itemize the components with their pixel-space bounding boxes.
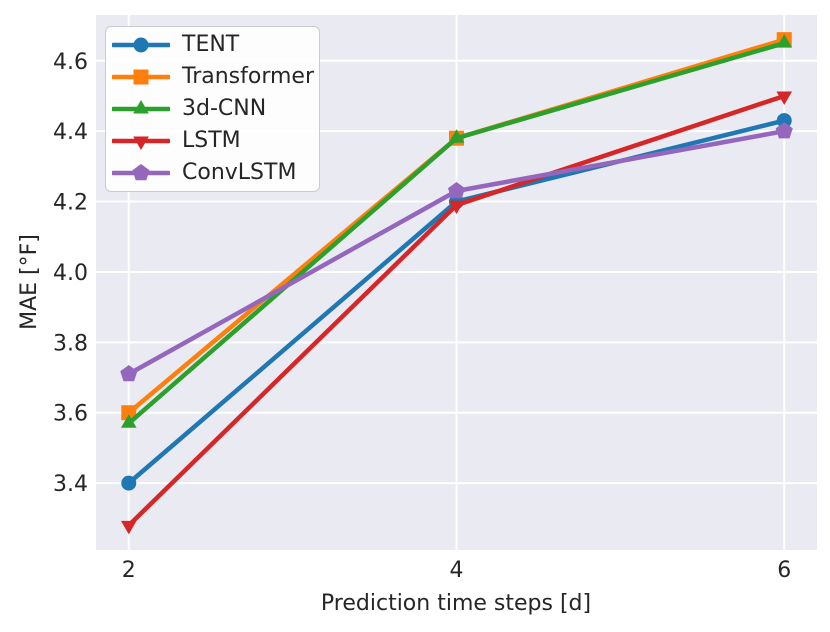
LSTM-legend-marker bbox=[133, 136, 149, 150]
legend-label: 3d-CNN bbox=[182, 96, 267, 121]
LSTM-marker-point bbox=[120, 520, 137, 535]
3d-CNN-legend-marker bbox=[133, 100, 149, 114]
LSTM-marker-point bbox=[776, 91, 793, 105]
pentagon-legend-marker-icon bbox=[112, 164, 170, 181]
legend: TENT Transformer 3d-CNN LSTM ConvLSTM bbox=[105, 26, 320, 192]
tick-label-layer: 2 4 6 3.4 3.6 3.8 4.0 4.2 4.4 4.6 bbox=[53, 50, 791, 583]
Transformer-legend-marker bbox=[133, 69, 149, 85]
legend-label: TENT bbox=[182, 32, 240, 57]
legend-item-3d-CNN: 3d-CNN bbox=[112, 93, 311, 125]
ConvLSTM-marker-point bbox=[775, 122, 793, 139]
series-ConvLSTM bbox=[120, 122, 793, 382]
series-LSTM bbox=[120, 91, 793, 535]
3d-CNN-marker-point bbox=[448, 129, 465, 143]
series-layer bbox=[120, 32, 793, 535]
legend-item-Transformer: Transformer bbox=[112, 61, 315, 93]
x-tick-label: 6 bbox=[777, 558, 791, 583]
legend-item-LSTM: LSTM bbox=[112, 125, 311, 157]
TENT-marker-point bbox=[776, 113, 792, 129]
TENT-legend-marker bbox=[133, 37, 149, 53]
x-tick-label: 4 bbox=[450, 558, 464, 583]
y-tick-label: 4.4 bbox=[53, 120, 88, 145]
legend-label: ConvLSTM bbox=[182, 160, 297, 185]
y-tick-label: 4.6 bbox=[53, 50, 88, 75]
triangle-down-legend-marker-icon bbox=[112, 136, 170, 150]
Transformer-marker-point bbox=[121, 405, 137, 421]
triangle-up-legend-marker-icon bbox=[112, 100, 170, 114]
ConvLSTM-legend-marker bbox=[132, 164, 150, 181]
3d-CNN-marker-point bbox=[120, 414, 137, 428]
LSTM-marker-point bbox=[448, 200, 465, 215]
legend-item-ConvLSTM: ConvLSTM bbox=[112, 157, 311, 189]
x-axis-label: Prediction time steps [d] bbox=[321, 591, 591, 616]
legend-item-TENT: TENT bbox=[112, 29, 311, 61]
y-tick-label: 4.2 bbox=[53, 191, 88, 216]
series-3d-CNN bbox=[120, 34, 793, 428]
y-axis-label: MAE [°F] bbox=[17, 234, 42, 330]
TENT-marker-point bbox=[121, 475, 137, 491]
y-tick-label: 3.4 bbox=[53, 472, 88, 497]
y-tick-label: 3.8 bbox=[53, 331, 88, 356]
y-tick-label: 3.6 bbox=[53, 402, 88, 427]
ConvLSTM-marker-point bbox=[120, 365, 138, 382]
square-legend-marker-icon bbox=[112, 69, 170, 85]
circle-legend-marker-icon bbox=[112, 37, 170, 53]
legend-label: Transformer bbox=[182, 64, 315, 89]
x-tick-label: 2 bbox=[122, 558, 136, 583]
ConvLSTM-marker-point bbox=[447, 181, 466, 199]
3d-CNN-marker-point bbox=[776, 34, 793, 48]
y-tick-label: 4.0 bbox=[53, 261, 88, 286]
legend-label: LSTM bbox=[182, 128, 241, 153]
